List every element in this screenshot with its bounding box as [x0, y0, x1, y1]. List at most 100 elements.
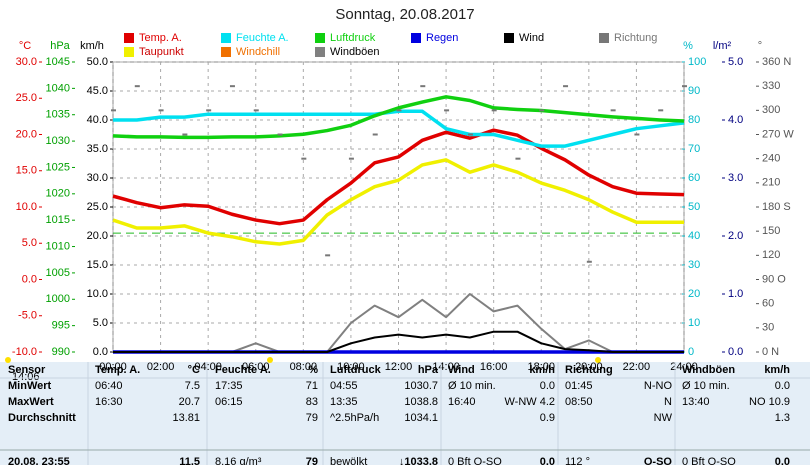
y-tick-label: 20.0 [16, 128, 37, 140]
y-tick-label: 60 [688, 172, 700, 184]
table-cell: 0.0 [775, 380, 790, 392]
legend-swatch [221, 33, 231, 43]
legend-label: Regen [426, 32, 458, 44]
table-cell: 16:40 [448, 396, 476, 408]
y-tick-label: 25.0 [87, 201, 108, 213]
direction-dot [182, 133, 188, 136]
table-cell: 13:40 [682, 396, 710, 408]
y-tick-label: 0 [688, 346, 694, 358]
y-tick-label: 0.0 [93, 346, 108, 358]
table-cell: 20.08. 23:55 [8, 456, 70, 465]
legend-label: Temp. A. [139, 32, 182, 44]
x-tick-label: 06:00 [242, 361, 270, 373]
x-tick-label: 16:00 [480, 361, 508, 373]
direction-dot [134, 85, 140, 88]
series-line [112, 95, 685, 140]
axis-unit: ° [758, 40, 762, 52]
y-tick-label: 20.0 [87, 230, 108, 242]
table-cell: 1.3 [775, 412, 790, 424]
y-tick-label: 25.0 [16, 92, 37, 104]
legend-swatch [221, 47, 231, 57]
y-tick-label: 45.0 [87, 85, 108, 97]
y-tick-label: 30 [762, 322, 774, 334]
x-tick-label: 08:00 [290, 361, 318, 373]
y-tick-label: 5.0 [728, 56, 743, 68]
direction-dot [396, 109, 402, 112]
y-tick-label: 90 [688, 85, 700, 97]
table-cell: Ø 10 min. [682, 380, 730, 392]
y-tick-label: 70 [688, 143, 700, 155]
series-line [112, 158, 684, 246]
legend-swatch [504, 33, 514, 43]
table-cell: km/h [764, 364, 790, 376]
table-cell: 20.7 [179, 396, 200, 408]
direction-dot [634, 133, 640, 136]
sun-marker [267, 357, 273, 363]
table-cell: 0.0 [540, 456, 555, 465]
table-cell: 13:35 [330, 396, 358, 408]
direction-dot [158, 109, 164, 112]
axis-unit: l/m² [713, 40, 732, 52]
y-tick-label: 1040 [46, 82, 70, 94]
table-cell: bewölkt [330, 456, 367, 465]
direction-dot [229, 85, 235, 88]
table-cell: 0.0 [775, 456, 790, 465]
table-cell: 0 Bft O-SO [682, 456, 736, 465]
y-tick-label: 1020 [46, 188, 70, 200]
table-cell: Durchschnitt [8, 412, 76, 424]
legend-label: Luftdruck [330, 32, 376, 44]
x-tick-label: 18:00 [527, 361, 555, 373]
y-tick-label: 20 [688, 288, 700, 300]
table-cell: 0.9 [540, 412, 555, 424]
y-tick-label: 270 W [762, 128, 794, 140]
x-tick-label: 10:00 [337, 361, 365, 373]
x-tick-label: 24:00 [670, 361, 698, 373]
y-tick-label: 1015 [46, 214, 70, 226]
y-tick-label: 0.0 [728, 346, 743, 358]
y-tick-label: 240 [762, 153, 780, 165]
direction-dot [515, 157, 521, 160]
direction-dot [586, 260, 592, 263]
y-tick-label: 0.0 [22, 273, 37, 285]
table-cell: 112 ° [565, 456, 590, 465]
y-tick-label: 1005 [46, 267, 70, 279]
y-tick-label: 40.0 [87, 114, 108, 126]
y-tick-label: 150 [762, 225, 780, 237]
table-cell: 08:50 [565, 396, 593, 408]
table-cell: ^2.5hPa/h [330, 412, 379, 424]
direction-dot [682, 85, 687, 88]
table-cell: 1030.7 [404, 380, 438, 392]
y-tick-label: 35.0 [87, 143, 108, 155]
table-cell: 0 Bft O-SO [448, 456, 502, 465]
y-tick-label: 360 N [762, 56, 791, 68]
table-cell: 06:40 [95, 380, 123, 392]
table-cell: 1034.1 [404, 412, 438, 424]
table-cell: Temp. A. [95, 364, 140, 376]
table-cell: MinWert [8, 380, 52, 392]
legend-label: Richtung [614, 32, 657, 44]
direction-dot [348, 157, 354, 160]
table-cell: 83 [306, 396, 318, 408]
direction-dot [539, 109, 545, 112]
y-tick-label: 0 N [762, 346, 779, 358]
table-cell: MaxWert [8, 396, 54, 408]
y-tick-label: 2.0 [728, 230, 743, 242]
table-cell: 06:15 [215, 396, 243, 408]
table-cell: Wind [448, 364, 475, 376]
y-tick-label: -10.0 [12, 346, 37, 358]
table-cell: 01:45 [565, 380, 593, 392]
table-cell: NW [654, 412, 673, 424]
y-tick-label: 1010 [46, 240, 70, 252]
direction-dot [253, 109, 259, 112]
axis-unit: °C [19, 40, 31, 52]
table-cell: 71 [306, 380, 318, 392]
chart-title: Sonntag, 20.08.2017 [335, 6, 474, 23]
table-cell: Luftdruck [330, 364, 382, 376]
y-tick-label: 15.0 [16, 165, 37, 177]
y-tick-label: 80 [688, 114, 700, 126]
direction-dot [325, 254, 331, 257]
y-tick-label: 180 S [762, 201, 791, 213]
table-cell: °C [188, 364, 200, 376]
legend-swatch [124, 33, 134, 43]
